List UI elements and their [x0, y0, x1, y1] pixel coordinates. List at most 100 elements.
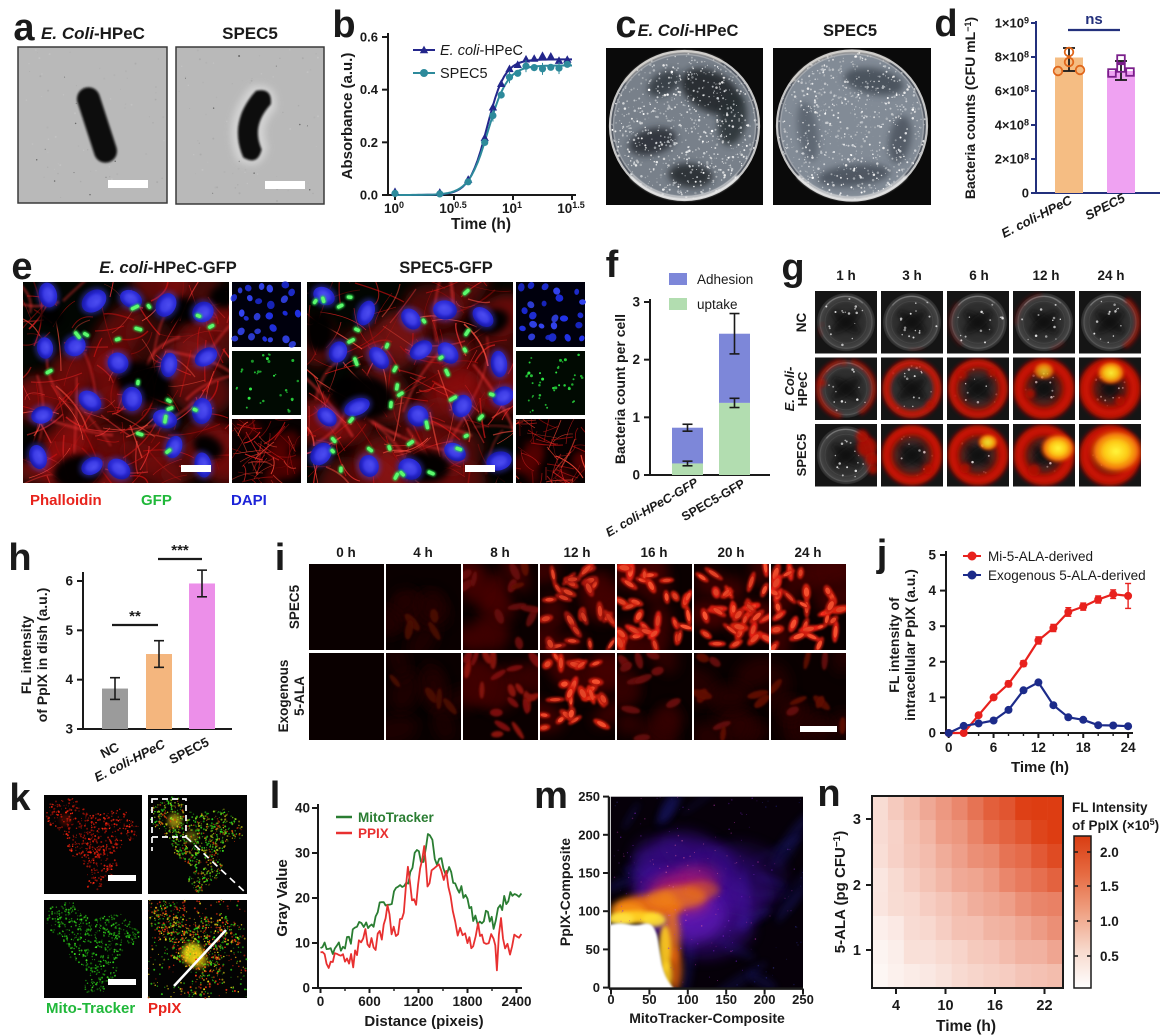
svg-text:250: 250 — [578, 789, 600, 804]
svg-text:22: 22 — [1036, 998, 1052, 1014]
svg-text:5: 5 — [65, 623, 73, 638]
svg-text:MitoTracker: MitoTracker — [358, 810, 435, 825]
svg-text:of PpIX (×105): of PpIX (×105) — [1072, 817, 1159, 833]
svg-text:0: 0 — [945, 740, 953, 755]
svg-text:200: 200 — [578, 827, 600, 842]
svg-text:1800: 1800 — [452, 994, 482, 1009]
svg-text:24 h: 24 h — [1097, 268, 1124, 283]
svg-text:2: 2 — [928, 654, 936, 669]
svg-text:E. Coli-HPeC: E. Coli-HPeC — [41, 24, 145, 43]
svg-text:4: 4 — [928, 583, 936, 598]
svg-text:0: 0 — [928, 726, 936, 741]
svg-text:Time (h): Time (h) — [451, 216, 511, 233]
svg-text:0: 0 — [607, 992, 614, 1007]
svg-text:b: b — [332, 4, 355, 46]
svg-text:E. Coli-: E. Coli- — [782, 367, 797, 412]
svg-text:5-ALA: 5-ALA — [292, 676, 307, 716]
svg-text:PpIX: PpIX — [148, 1000, 181, 1017]
svg-text:0.6: 0.6 — [360, 30, 378, 45]
svg-text:150: 150 — [578, 866, 600, 881]
svg-text:i: i — [275, 537, 286, 579]
svg-text:150: 150 — [715, 992, 737, 1007]
svg-text:SPEC5: SPEC5 — [287, 584, 302, 629]
svg-text:6×108: 6×108 — [995, 84, 1029, 99]
svg-text:5: 5 — [928, 548, 936, 563]
svg-text:0.5: 0.5 — [1100, 949, 1119, 964]
svg-text:SPEC5: SPEC5 — [222, 24, 278, 43]
svg-text:600: 600 — [358, 994, 381, 1009]
svg-text:1.0: 1.0 — [1100, 914, 1119, 929]
svg-text:0: 0 — [317, 994, 325, 1009]
svg-text:Mi-5-ALA-derived: Mi-5-ALA-derived — [988, 549, 1093, 564]
svg-text:8×108: 8×108 — [995, 50, 1029, 65]
svg-text:0: 0 — [1022, 186, 1029, 201]
svg-text:4×108: 4×108 — [995, 118, 1029, 133]
svg-text:E. Coli-HPeC: E. Coli-HPeC — [638, 22, 739, 40]
svg-text:18: 18 — [1076, 740, 1092, 755]
svg-text:Mito-Tracker: Mito-Tracker — [46, 1000, 135, 1017]
svg-text:50: 50 — [642, 992, 656, 1007]
svg-text:Time (h): Time (h) — [936, 1018, 996, 1035]
svg-text:g: g — [781, 247, 804, 289]
svg-text:20: 20 — [295, 891, 310, 906]
svg-text:Bacteria count per cell: Bacteria count per cell — [612, 314, 628, 464]
svg-text:101: 101 — [502, 200, 522, 216]
svg-text:Gray Value: Gray Value — [274, 859, 291, 937]
svg-text:FL intensity of: FL intensity of — [886, 597, 902, 693]
svg-text:100: 100 — [384, 200, 404, 216]
svg-text:**: ** — [129, 608, 141, 625]
svg-text:Exogenous 5-ALA-derived: Exogenous 5-ALA-derived — [988, 568, 1146, 583]
svg-text:GFP: GFP — [141, 492, 172, 509]
svg-text:DAPI: DAPI — [231, 492, 267, 509]
svg-text:10: 10 — [295, 936, 310, 951]
svg-text:NC: NC — [794, 313, 809, 333]
svg-text:0.4: 0.4 — [360, 82, 379, 97]
svg-text:***: *** — [171, 542, 189, 559]
svg-text:4: 4 — [65, 672, 73, 687]
svg-text:1200: 1200 — [403, 994, 433, 1009]
svg-text:0: 0 — [302, 981, 310, 996]
svg-text:20 h: 20 h — [717, 545, 744, 560]
svg-text:HPeC: HPeC — [795, 371, 810, 406]
svg-text:2: 2 — [853, 878, 861, 894]
svg-text:h: h — [8, 537, 31, 579]
svg-text:16 h: 16 h — [640, 545, 667, 560]
svg-text:24: 24 — [1121, 740, 1137, 755]
svg-text:0: 0 — [593, 980, 600, 995]
svg-text:k: k — [9, 777, 31, 819]
svg-text:1: 1 — [632, 410, 640, 425]
svg-text:1.5: 1.5 — [1100, 879, 1119, 894]
svg-text:10: 10 — [937, 998, 953, 1014]
svg-text:50: 50 — [586, 942, 600, 957]
svg-text:0 h: 0 h — [336, 545, 356, 560]
svg-text:Bacteria counts (CFU mL−1): Bacteria counts (CFU mL−1) — [962, 17, 978, 199]
svg-text:Time (h): Time (h) — [1011, 759, 1069, 776]
svg-text:0: 0 — [632, 468, 640, 483]
svg-text:m: m — [534, 775, 568, 817]
svg-text:6: 6 — [65, 574, 73, 589]
svg-text:40: 40 — [295, 801, 310, 816]
svg-text:3: 3 — [65, 722, 73, 737]
svg-text:f: f — [606, 244, 619, 286]
svg-text:Exogenous: Exogenous — [276, 660, 291, 733]
svg-text:e: e — [11, 246, 32, 288]
svg-text:3: 3 — [928, 619, 936, 634]
svg-text:5-ALA (pg CFU−1): 5-ALA (pg CFU−1) — [832, 831, 849, 954]
svg-text:j: j — [876, 533, 888, 575]
svg-text:0.2: 0.2 — [360, 135, 378, 150]
svg-text:uptake: uptake — [697, 297, 738, 312]
svg-text:E. coli-HPeC-GFP: E. coli-HPeC-GFP — [99, 259, 237, 277]
svg-text:SPEC5: SPEC5 — [440, 66, 488, 82]
svg-text:n: n — [817, 773, 840, 815]
svg-text:E. coli-HPeC: E. coli-HPeC — [440, 43, 523, 59]
svg-text:ns: ns — [1085, 11, 1103, 28]
svg-text:SPEC5-GFP: SPEC5-GFP — [399, 259, 493, 277]
svg-text:16: 16 — [987, 998, 1003, 1014]
svg-text:Adhesion: Adhesion — [697, 272, 753, 287]
svg-text:8 h: 8 h — [490, 545, 510, 560]
svg-text:a: a — [13, 7, 35, 49]
svg-text:FL intensity: FL intensity — [18, 616, 34, 695]
svg-text:FL Intensity: FL Intensity — [1072, 800, 1148, 815]
svg-text:3 h: 3 h — [902, 268, 922, 283]
svg-text:100: 100 — [677, 992, 699, 1007]
